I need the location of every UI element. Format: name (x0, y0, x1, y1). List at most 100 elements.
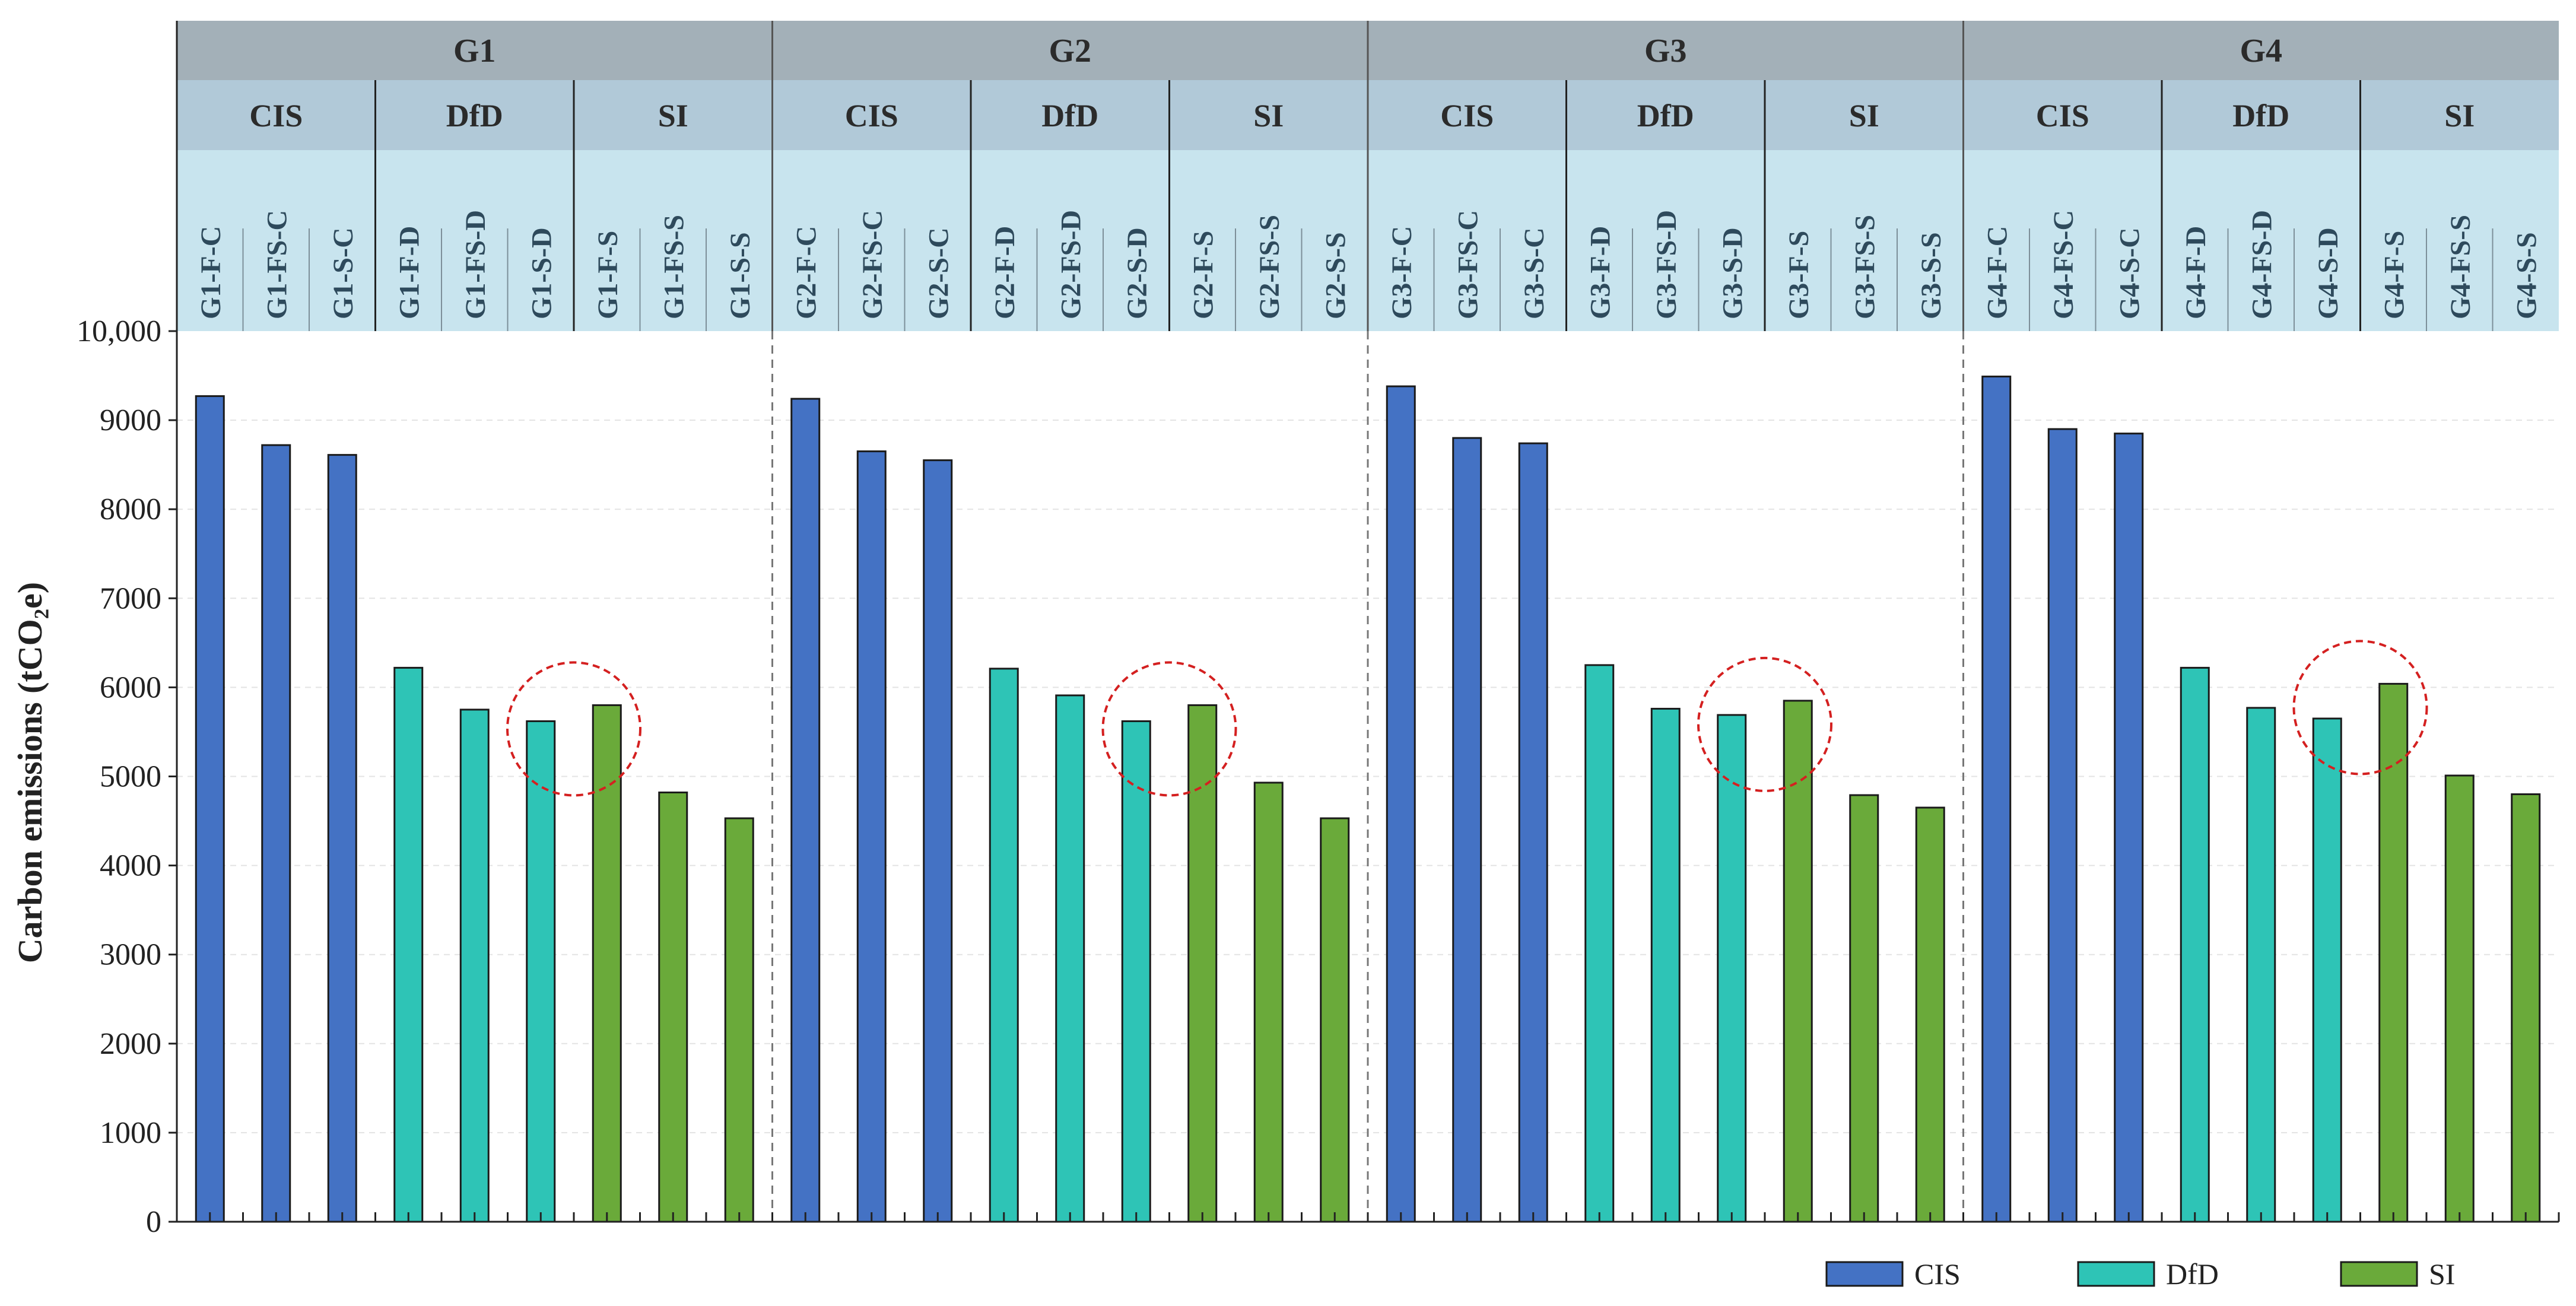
legend: CIS DfD SI (1825, 1257, 2455, 1291)
y-tick-label: 9000 (100, 403, 161, 437)
bar (1783, 700, 1813, 1223)
category-label: G1-FS-S (658, 215, 690, 319)
y-tick-label: 7000 (100, 581, 161, 615)
bar (1981, 376, 2012, 1223)
category-label: G4-F-S (2378, 231, 2410, 319)
category-label: G4-S-D (2313, 227, 2344, 319)
category-label: G3-FS-S (1849, 215, 1881, 319)
highlight-circle (1101, 661, 1237, 797)
category-header: G1 CIS DfD SI G2 CIS DfD SI G3 CIS DfD SI G4 CIS DfD SI… (177, 21, 2559, 331)
category-label: G2-FS-D (1055, 210, 1087, 319)
highlight-circle (506, 661, 641, 797)
bar (2180, 666, 2210, 1223)
category-label: G3-S-S (1916, 232, 1947, 319)
bars (195, 376, 2541, 1223)
y-tick-label: 4000 (100, 849, 161, 883)
category-label: G1-S-D (526, 227, 557, 319)
group-label: G1 (453, 33, 496, 69)
category-label: G1-S-S (725, 232, 756, 319)
bar (1717, 714, 1747, 1223)
bar (1121, 720, 1151, 1223)
bar (2114, 433, 2144, 1223)
category-label: G2-FS-C (857, 210, 888, 319)
bar (2246, 707, 2276, 1223)
category-label: G4-S-S (2511, 232, 2542, 319)
category-label: G2-S-D (1122, 227, 1153, 319)
type-label: SI (658, 98, 688, 134)
bar (261, 444, 291, 1223)
gridlines (177, 331, 2559, 1222)
bar (459, 708, 490, 1223)
y-axis-title: Carbon emissions (tCO₂e) (11, 582, 49, 963)
bar (327, 454, 357, 1223)
bar (2312, 717, 2342, 1223)
bar (923, 459, 953, 1223)
group-label: G2 (1049, 33, 1091, 69)
category-label: G1-FS-D (460, 210, 491, 319)
y-tick-label: 0 (146, 1205, 161, 1239)
bar (1650, 707, 1681, 1223)
category-label: G2-F-S (1187, 231, 1219, 319)
y-tick-label: 10,000 (77, 314, 161, 348)
bar (1253, 781, 1284, 1223)
category-label: G4-F-C (1981, 226, 2013, 319)
bar (393, 666, 424, 1223)
category-label: G3-S-C (1519, 227, 1550, 319)
category-label: G1-FS-C (261, 210, 293, 319)
legend-label: CIS (1914, 1257, 1961, 1291)
bar (2047, 428, 2078, 1223)
bar (658, 792, 688, 1223)
category-label: G2-S-S (1320, 232, 1351, 319)
bar (2511, 793, 2541, 1223)
bar (1452, 437, 1482, 1223)
category-label: G1-S-C (328, 227, 359, 319)
bar (989, 668, 1019, 1223)
type-label: CIS (249, 98, 303, 134)
legend-label: SI (2429, 1257, 2455, 1291)
group-label: G3 (1644, 33, 1687, 69)
type-label: CIS (1440, 98, 1494, 134)
bar (195, 395, 225, 1223)
y-tick-label: 6000 (100, 671, 161, 704)
bar (1915, 806, 1945, 1223)
highlight-circle (1697, 656, 1832, 792)
type-label: DfD (1637, 98, 1694, 134)
highlight-circles (506, 640, 2428, 797)
bar (526, 720, 556, 1223)
type-label: DfD (446, 98, 503, 134)
type-label: DfD (2232, 98, 2289, 134)
bar (1320, 817, 1350, 1223)
bar (790, 398, 821, 1223)
y-tick-label: 3000 (100, 938, 161, 972)
category-label: G2-FS-S (1254, 215, 1285, 319)
type-label: SI (2444, 98, 2475, 134)
category-label: G4-FS-D (2246, 210, 2278, 319)
category-label: G3-F-C (1386, 226, 1418, 319)
legend-swatch (1825, 1261, 1904, 1287)
type-label: CIS (845, 98, 898, 134)
legend-swatch (2077, 1261, 2155, 1287)
category-label: G2-S-C (923, 227, 954, 319)
category-label: G3-F-S (1783, 231, 1815, 319)
y-tick-label: 2000 (100, 1027, 161, 1061)
category-label: G3-FS-C (1452, 210, 1484, 319)
category-label: G3-S-D (1717, 227, 1748, 319)
category-label: G4-FS-C (2048, 210, 2079, 319)
category-label: G1-F-C (195, 226, 227, 319)
type-label: SI (1253, 98, 1284, 134)
category-label: G2-F-C (790, 226, 822, 319)
highlight-circle (2292, 640, 2428, 776)
bar (2444, 774, 2475, 1223)
category-label: G2-F-D (989, 226, 1021, 319)
category-label: G1-F-D (393, 226, 425, 319)
type-label: CIS (2036, 98, 2089, 134)
bar (1055, 694, 1085, 1223)
axes: 0 1000 2000 3000 4000 5000 6000 7000 8000 9000 10,… (77, 21, 2560, 1239)
bar (1386, 385, 1416, 1223)
category-label: G3-F-D (1584, 226, 1616, 319)
category-label: G4-S-C (2114, 227, 2145, 319)
category-label: G3-FS-D (1651, 210, 1682, 319)
y-tick-label: 1000 (100, 1116, 161, 1150)
type-label: SI (1849, 98, 1879, 134)
